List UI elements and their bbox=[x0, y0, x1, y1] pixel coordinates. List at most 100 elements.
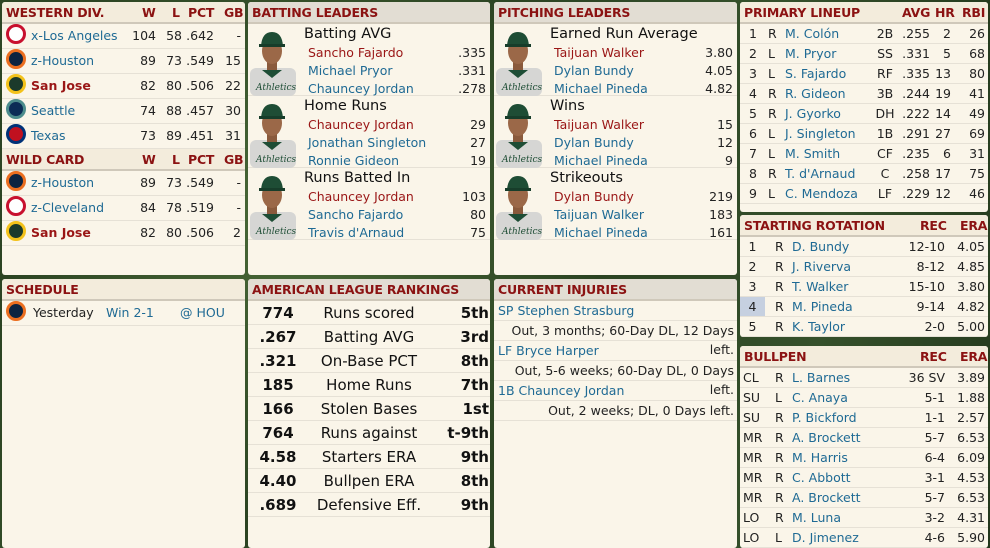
team-name[interactable]: z-Houston bbox=[31, 175, 95, 190]
game-opponent[interactable]: @ HOU bbox=[180, 305, 225, 320]
leader-row[interactable]: Travis d'Arnaud 75 bbox=[308, 224, 486, 242]
lineup-row[interactable]: 1 R M. Colón 2B .255 2 26 bbox=[740, 24, 988, 44]
player-name[interactable]: J. Gyorko bbox=[785, 106, 841, 121]
team-name[interactable]: x-Los Angeles bbox=[31, 28, 118, 43]
leader-row[interactable]: Michael Pineda 9 bbox=[554, 152, 733, 170]
standings-row[interactable]: San Jose 82 80 .506 22 bbox=[2, 74, 245, 99]
leader-name[interactable]: Ronnie Gideon bbox=[308, 153, 400, 168]
player-name[interactable]: S. Fajardo bbox=[785, 66, 847, 81]
standings-row[interactable]: z-Houston 89 73 .549 15 bbox=[2, 49, 245, 74]
leader-row[interactable]: Michael Pryor .331 bbox=[308, 62, 486, 80]
pitcher-name[interactable]: K. Taylor bbox=[792, 319, 846, 334]
pitcher-name[interactable]: C. Abbott bbox=[792, 470, 851, 485]
pitcher-name[interactable]: M. Pineda bbox=[792, 299, 853, 314]
pitcher-name[interactable]: A. Brockett bbox=[792, 430, 861, 445]
pitcher-row[interactable]: MR R A. Brockett 5-7 6.53 bbox=[740, 488, 988, 508]
pitcher-row[interactable]: 2 R J. Riverva 8-12 4.85 bbox=[740, 257, 988, 277]
leader-row[interactable]: Sancho Fajardo .335 bbox=[308, 44, 486, 62]
pitcher-name[interactable]: L. Barnes bbox=[792, 370, 851, 385]
leader-name[interactable]: Taijuan Walker bbox=[554, 117, 644, 132]
leader-row[interactable]: Chauncey Jordan .278 bbox=[308, 80, 486, 98]
pitcher-row[interactable]: MR R A. Brockett 5-7 6.53 bbox=[740, 428, 988, 448]
leader-name[interactable]: Sancho Fajardo bbox=[308, 207, 404, 222]
pitcher-row[interactable]: SU R P. Bickford 1-1 2.57 bbox=[740, 408, 988, 428]
leader-name[interactable]: Michael Pineda bbox=[554, 225, 648, 240]
team-name[interactable]: San Jose bbox=[31, 225, 91, 240]
standings-row[interactable]: San Jose 82 80 .506 2 bbox=[2, 221, 245, 246]
lineup-row[interactable]: 6 L J. Singleton 1B .291 27 69 bbox=[740, 124, 988, 144]
leader-name[interactable]: Dylan Bundy bbox=[554, 135, 634, 150]
leader-row[interactable]: Jonathan Singleton 27 bbox=[308, 134, 486, 152]
injured-player[interactable]: LF Bryce Harper bbox=[494, 341, 737, 361]
pitcher-row[interactable]: 1 R D. Bundy 12-10 4.05 bbox=[740, 237, 988, 257]
pitcher-name[interactable]: M. Luna bbox=[792, 510, 841, 525]
leader-name[interactable]: Jonathan Singleton bbox=[308, 135, 427, 150]
player-photo[interactable]: Athletics bbox=[494, 26, 542, 96]
standings-row[interactable]: x-Los Angeles 104 58 .642 - bbox=[2, 24, 245, 49]
pitcher-row[interactable]: 4 R M. Pineda 9-14 4.82 bbox=[740, 297, 988, 317]
leader-name[interactable]: Travis d'Arnaud bbox=[308, 225, 405, 240]
game-result[interactable]: Win 2-1 bbox=[106, 305, 154, 320]
leader-row[interactable]: Ronnie Gideon 19 bbox=[308, 152, 486, 170]
standings-row[interactable]: Texas 73 89 .451 31 bbox=[2, 124, 245, 149]
pitcher-row[interactable]: 3 R T. Walker 15-10 3.80 bbox=[740, 277, 988, 297]
lineup-row[interactable]: 5 R J. Gyorko DH .222 14 49 bbox=[740, 104, 988, 124]
player-name[interactable]: R. Gideon bbox=[785, 86, 846, 101]
leader-row[interactable]: Sancho Fajardo 80 bbox=[308, 206, 486, 224]
player-name[interactable]: C. Mendoza bbox=[785, 186, 858, 201]
team-name[interactable]: San Jose bbox=[31, 78, 91, 93]
leader-name[interactable]: Michael Pineda bbox=[554, 153, 648, 168]
leader-row[interactable]: Taijuan Walker 3.80 bbox=[554, 44, 733, 62]
leader-name[interactable]: Michael Pryor bbox=[308, 63, 393, 78]
player-name[interactable]: M. Smith bbox=[785, 146, 841, 161]
leader-row[interactable]: Dylan Bundy 4.05 bbox=[554, 62, 733, 80]
schedule-row[interactable]: Yesterday Win 2-1 @ HOU bbox=[2, 301, 245, 326]
injured-player[interactable]: SP Stephen Strasburg bbox=[494, 301, 737, 321]
player-name[interactable]: T. d'Arnaud bbox=[785, 166, 856, 181]
leader-name[interactable]: Dylan Bundy bbox=[554, 63, 634, 78]
leader-name[interactable]: Sancho Fajardo bbox=[308, 45, 404, 60]
pitcher-name[interactable]: T. Walker bbox=[792, 279, 849, 294]
lineup-row[interactable]: 8 R T. d'Arnaud C .258 17 75 bbox=[740, 164, 988, 184]
lineup-row[interactable]: 7 L M. Smith CF .235 6 31 bbox=[740, 144, 988, 164]
lineup-row[interactable]: 9 L C. Mendoza LF .229 12 46 bbox=[740, 184, 988, 204]
leader-row[interactable]: Dylan Bundy 12 bbox=[554, 134, 733, 152]
player-photo[interactable]: Athletics bbox=[248, 170, 296, 240]
leader-name[interactable]: Taijuan Walker bbox=[554, 207, 644, 222]
leader-row[interactable]: Michael Pineda 4.82 bbox=[554, 80, 733, 98]
leader-row[interactable]: Taijuan Walker 15 bbox=[554, 116, 733, 134]
player-name[interactable]: M. Colón bbox=[785, 26, 840, 41]
player-photo[interactable]: Athletics bbox=[494, 170, 542, 240]
pitcher-row[interactable]: MR R M. Harris 6-4 6.09 bbox=[740, 448, 988, 468]
pitcher-name[interactable]: P. Bickford bbox=[792, 410, 857, 425]
lineup-row[interactable]: 2 L M. Pryor SS .331 5 68 bbox=[740, 44, 988, 64]
pitcher-row[interactable]: CL R L. Barnes 36 SV 3.89 bbox=[740, 368, 988, 388]
team-name[interactable]: Seattle bbox=[31, 103, 76, 118]
player-photo[interactable]: Athletics bbox=[248, 98, 296, 168]
leader-row[interactable]: Taijuan Walker 183 bbox=[554, 206, 733, 224]
pitcher-name[interactable]: J. Riverva bbox=[792, 259, 852, 274]
lineup-row[interactable]: 4 R R. Gideon 3B .244 19 41 bbox=[740, 84, 988, 104]
pitcher-name[interactable]: A. Brockett bbox=[792, 490, 861, 505]
player-photo[interactable]: Athletics bbox=[494, 98, 542, 168]
leader-name[interactable]: Chauncey Jordan bbox=[308, 117, 414, 132]
pitcher-name[interactable]: C. Anaya bbox=[792, 390, 848, 405]
pitcher-row[interactable]: MR R C. Abbott 3-1 4.53 bbox=[740, 468, 988, 488]
leader-row[interactable]: Dylan Bundy 219 bbox=[554, 188, 733, 206]
leader-name[interactable]: Chauncey Jordan bbox=[308, 81, 414, 96]
standings-row[interactable]: z-Cleveland 84 78 .519 - bbox=[2, 196, 245, 221]
injured-player[interactable]: 1B Chauncey Jordan bbox=[494, 381, 737, 401]
leader-name[interactable]: Michael Pineda bbox=[554, 81, 648, 96]
leader-row[interactable]: Michael Pineda 161 bbox=[554, 224, 733, 242]
lineup-row[interactable]: 3 L S. Fajardo RF .335 13 80 bbox=[740, 64, 988, 84]
pitcher-name[interactable]: D. Bundy bbox=[792, 239, 850, 254]
team-name[interactable]: z-Houston bbox=[31, 53, 95, 68]
pitcher-row[interactable]: SU L C. Anaya 5-1 1.88 bbox=[740, 388, 988, 408]
pitcher-name[interactable]: M. Harris bbox=[792, 450, 848, 465]
player-name[interactable]: M. Pryor bbox=[785, 46, 837, 61]
team-name[interactable]: Texas bbox=[31, 128, 66, 143]
team-name[interactable]: z-Cleveland bbox=[31, 200, 105, 215]
standings-row[interactable]: z-Houston 89 73 .549 - bbox=[2, 171, 245, 196]
leader-name[interactable]: Dylan Bundy bbox=[554, 189, 634, 204]
player-name[interactable]: J. Singleton bbox=[785, 126, 856, 141]
